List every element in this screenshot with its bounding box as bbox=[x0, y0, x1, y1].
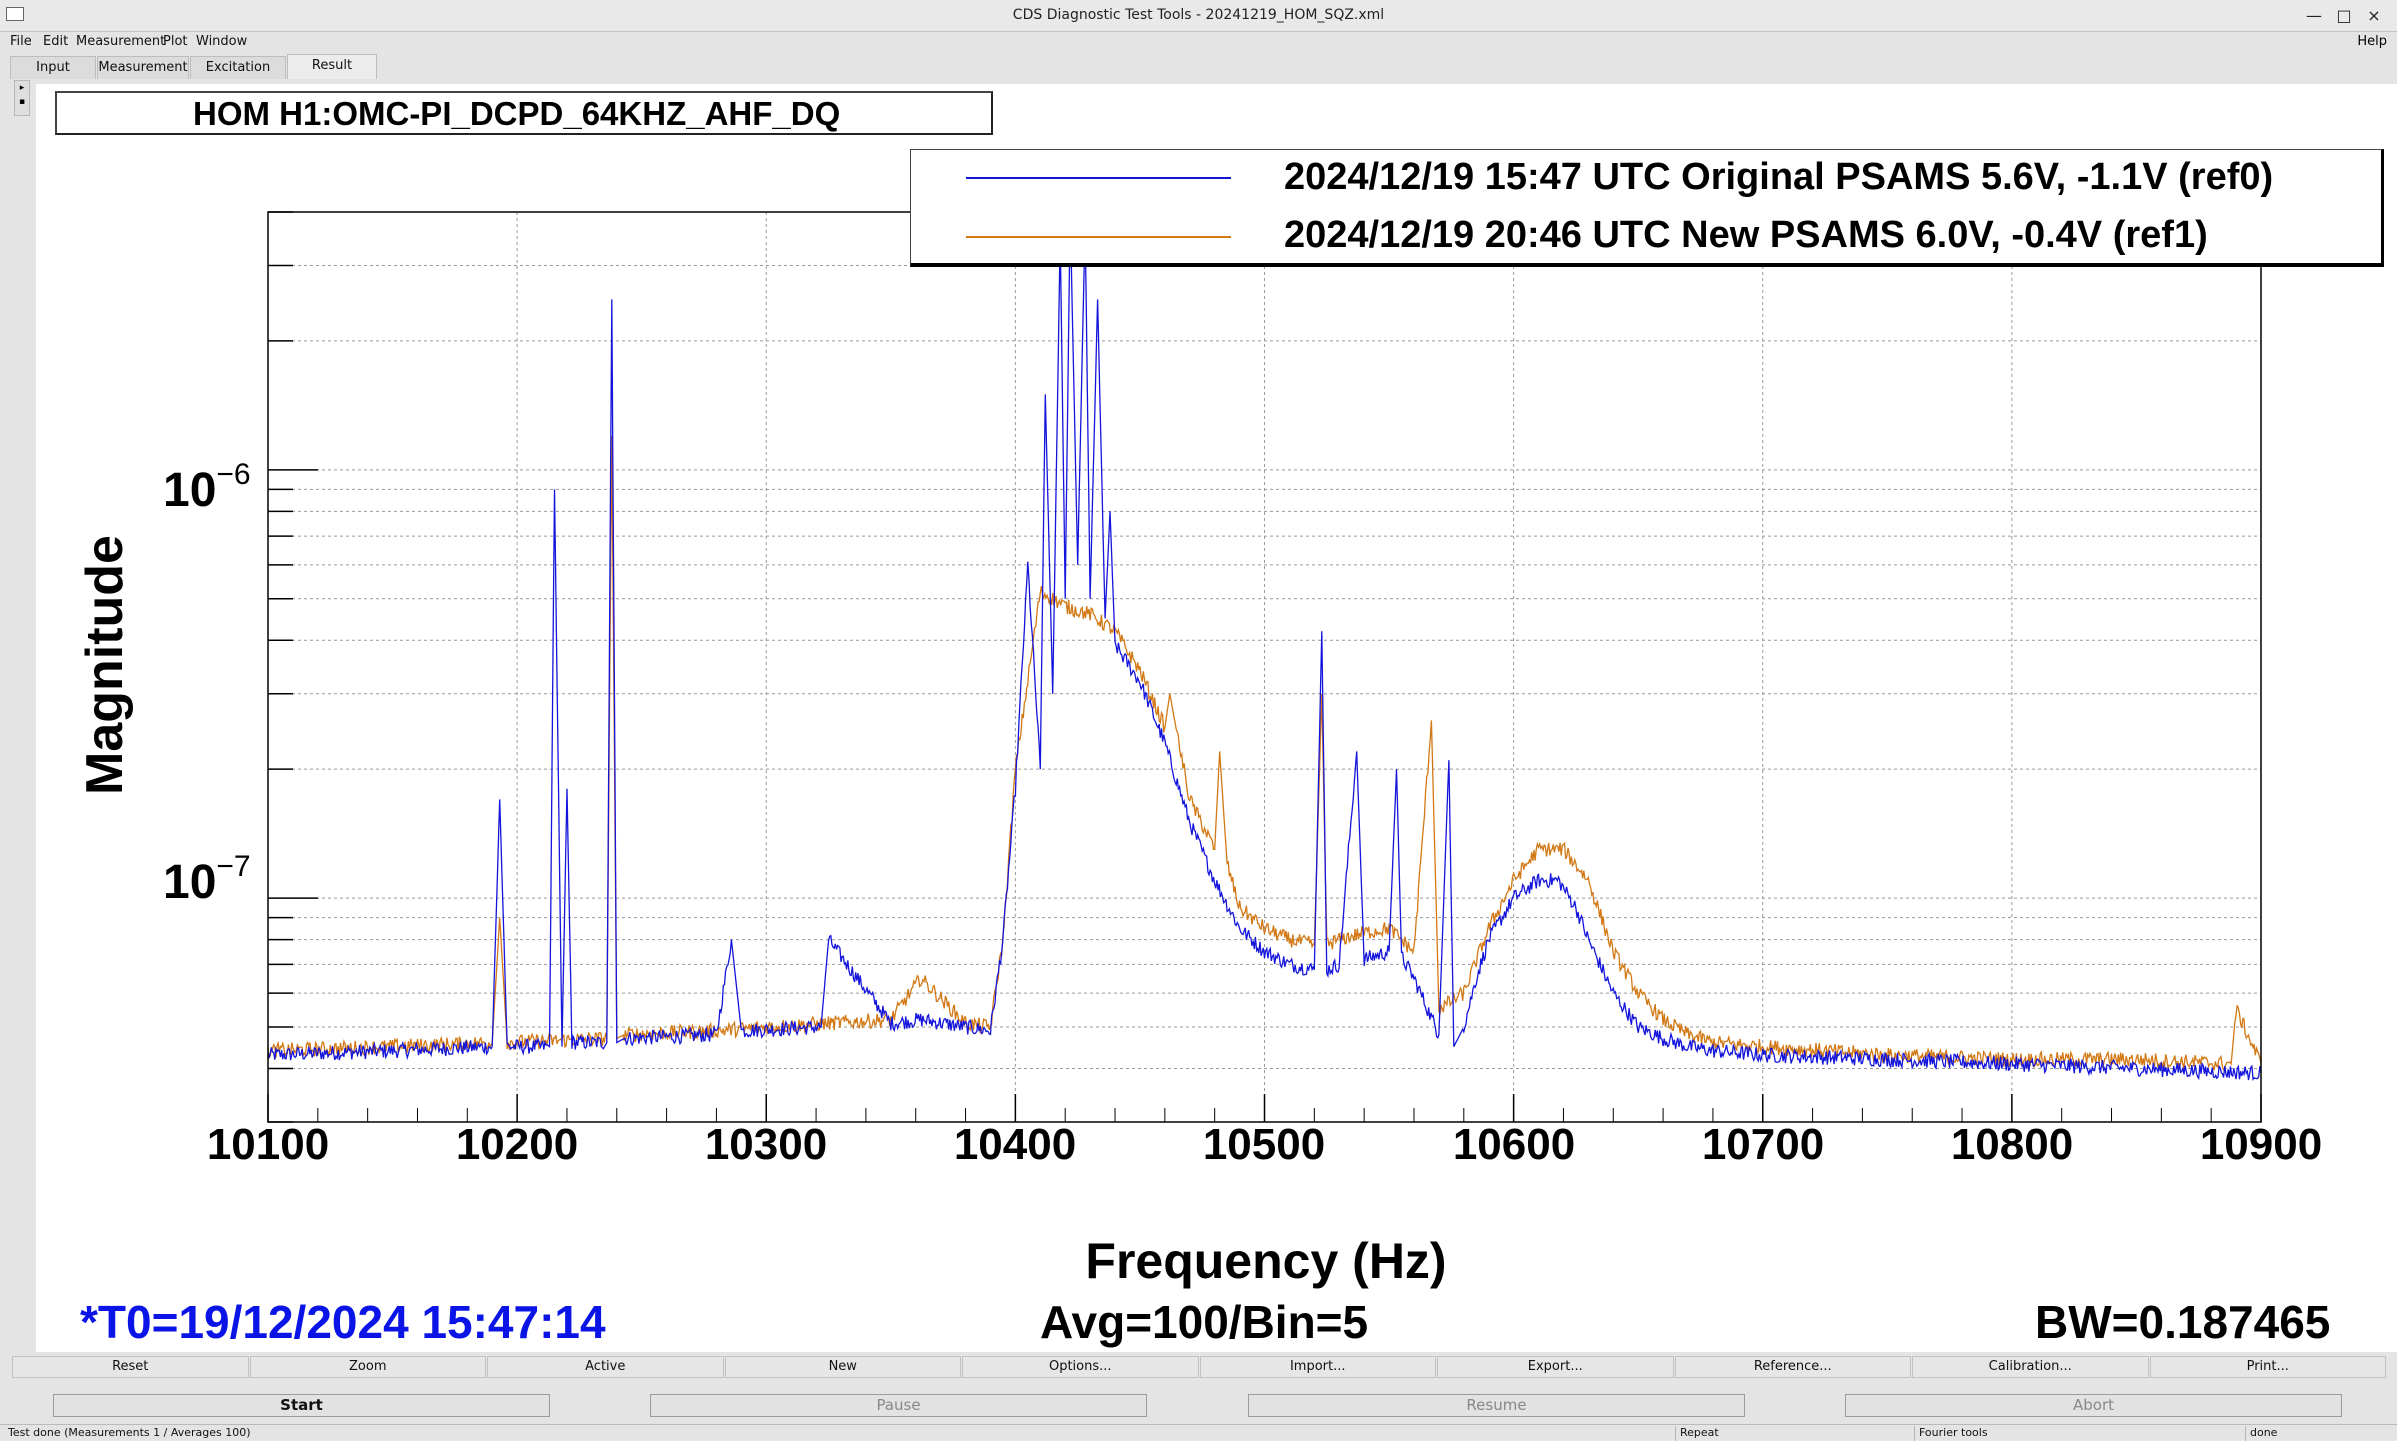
abort-button[interactable]: Abort bbox=[1845, 1394, 2342, 1417]
y-tick-exponent: −6 bbox=[216, 458, 251, 491]
plot-ticks bbox=[267, 211, 2262, 1123]
reference-button[interactable]: Reference... bbox=[1674, 1356, 1911, 1378]
x-tick-label: 10200 bbox=[455, 1120, 579, 1169]
import-button[interactable]: Import... bbox=[1199, 1356, 1436, 1378]
series-line-ref1 bbox=[267, 435, 2262, 1071]
averages-info: Avg=100/Bin=5 bbox=[1040, 1296, 1369, 1348]
start-button[interactable]: Start bbox=[53, 1394, 550, 1417]
y-tick-label-1e-7: 10−7 bbox=[163, 850, 251, 909]
status-fourier: Fourier tools bbox=[1914, 1426, 1988, 1441]
resume-button[interactable]: Resume bbox=[1248, 1394, 1745, 1417]
legend-swatch-ref0 bbox=[966, 177, 1231, 179]
menu-bar: File Edit Measurement Plot Window Help bbox=[0, 32, 2397, 52]
minimize-button[interactable]: — bbox=[2306, 6, 2322, 25]
x-tick-label: 10100 bbox=[206, 1120, 330, 1169]
plot-pad[interactable] bbox=[36, 84, 2397, 1352]
sidebar-toggle[interactable]: ▸ ▪ bbox=[14, 80, 30, 116]
tab-excitation[interactable]: Excitation bbox=[190, 56, 286, 79]
plot-button-bar: Reset Zoom Active New Options... Import.… bbox=[12, 1356, 2387, 1378]
app-icon bbox=[6, 7, 24, 21]
window-title: CDS Diagnostic Test Tools - 20241219_HOM… bbox=[1012, 7, 1385, 23]
y-axis-label: Magnitude bbox=[76, 535, 134, 795]
x-tick-label: 10300 bbox=[704, 1120, 828, 1169]
plot-title-box: HOM H1:OMC-PI_DCPD_64KHZ_AHF_DQ bbox=[55, 91, 993, 135]
menu-window[interactable]: Window bbox=[196, 34, 248, 49]
status-bar: Test done (Measurements 1 / Averages 100… bbox=[0, 1424, 2397, 1441]
x-axis-label: Frequency (Hz) bbox=[1085, 1233, 1447, 1289]
new-button[interactable]: New bbox=[724, 1356, 961, 1378]
calibration-button[interactable]: Calibration... bbox=[1912, 1356, 2149, 1378]
legend-swatch-ref1 bbox=[966, 236, 1231, 238]
arrow-right-icon: ▸ bbox=[19, 83, 25, 93]
x-tick-label: 10500 bbox=[1202, 1120, 1326, 1169]
series-line-ref0 bbox=[267, 211, 2262, 1081]
zoom-button[interactable]: Zoom bbox=[249, 1356, 486, 1378]
title-bar[interactable]: CDS Diagnostic Test Tools - 20241219_HOM… bbox=[0, 0, 2397, 32]
print-button[interactable]: Print... bbox=[2149, 1356, 2386, 1378]
plot-frame bbox=[267, 211, 2262, 1123]
menu-measurement[interactable]: Measurement bbox=[76, 34, 166, 49]
y-tick-exponent: −7 bbox=[216, 850, 251, 883]
legend-label-ref1: 2024/12/19 20:46 UTC New PSAMS 6.0V, -0.… bbox=[1284, 214, 2208, 256]
options-button[interactable]: Options... bbox=[962, 1356, 1199, 1378]
menu-help[interactable]: Help bbox=[2357, 34, 2387, 49]
export-button[interactable]: Export... bbox=[1437, 1356, 1674, 1378]
run-control-bar: Start Pause Resume Abort bbox=[0, 1394, 2397, 1418]
menu-edit[interactable]: Edit bbox=[43, 34, 69, 49]
plot-grid bbox=[268, 211, 2261, 1123]
bandwidth-info: BW=0.187465 bbox=[2035, 1296, 2331, 1348]
x-tick-label: 10600 bbox=[1452, 1120, 1576, 1169]
x-tick-label: 10900 bbox=[2199, 1120, 2323, 1169]
legend-label-ref0: 2024/12/19 15:47 UTC Original PSAMS 5.6V… bbox=[1284, 156, 2274, 198]
x-tick-label: 10800 bbox=[1950, 1120, 2074, 1169]
active-button[interactable]: Active bbox=[487, 1356, 724, 1378]
tab-result[interactable]: Result bbox=[287, 54, 377, 79]
status-state: done bbox=[2245, 1426, 2277, 1441]
menu-file[interactable]: File bbox=[10, 34, 32, 49]
y-tick-label-1e-6: 10−6 bbox=[163, 458, 251, 517]
status-message: Test done (Measurements 1 / Averages 100… bbox=[8, 1426, 251, 1439]
x-tick-label: 10400 bbox=[953, 1120, 1077, 1169]
reset-button[interactable]: Reset bbox=[12, 1356, 249, 1378]
grip-icon: ▪ bbox=[18, 97, 26, 107]
menu-plot[interactable]: Plot bbox=[163, 34, 188, 49]
status-repeat: Repeat bbox=[1675, 1426, 1719, 1441]
tab-input[interactable]: Input bbox=[10, 56, 96, 79]
plot-title: HOM H1:OMC-PI_DCPD_64KHZ_AHF_DQ bbox=[193, 95, 841, 132]
pause-button[interactable]: Pause bbox=[650, 1394, 1147, 1417]
tab-bar: Input Measurement Excitation Result bbox=[10, 54, 2397, 80]
x-tick-label: 10700 bbox=[1701, 1120, 1825, 1169]
legend[interactable]: 2024/12/19 15:47 UTC Original PSAMS 5.6V… bbox=[910, 149, 2384, 267]
tab-measurement[interactable]: Measurement bbox=[97, 56, 189, 79]
plot-series bbox=[267, 211, 2262, 1081]
t0-timestamp: *T0=19/12/2024 15:47:14 bbox=[80, 1296, 606, 1348]
close-button[interactable]: × bbox=[2367, 6, 2381, 25]
maximize-button[interactable]: □ bbox=[2336, 6, 2352, 25]
